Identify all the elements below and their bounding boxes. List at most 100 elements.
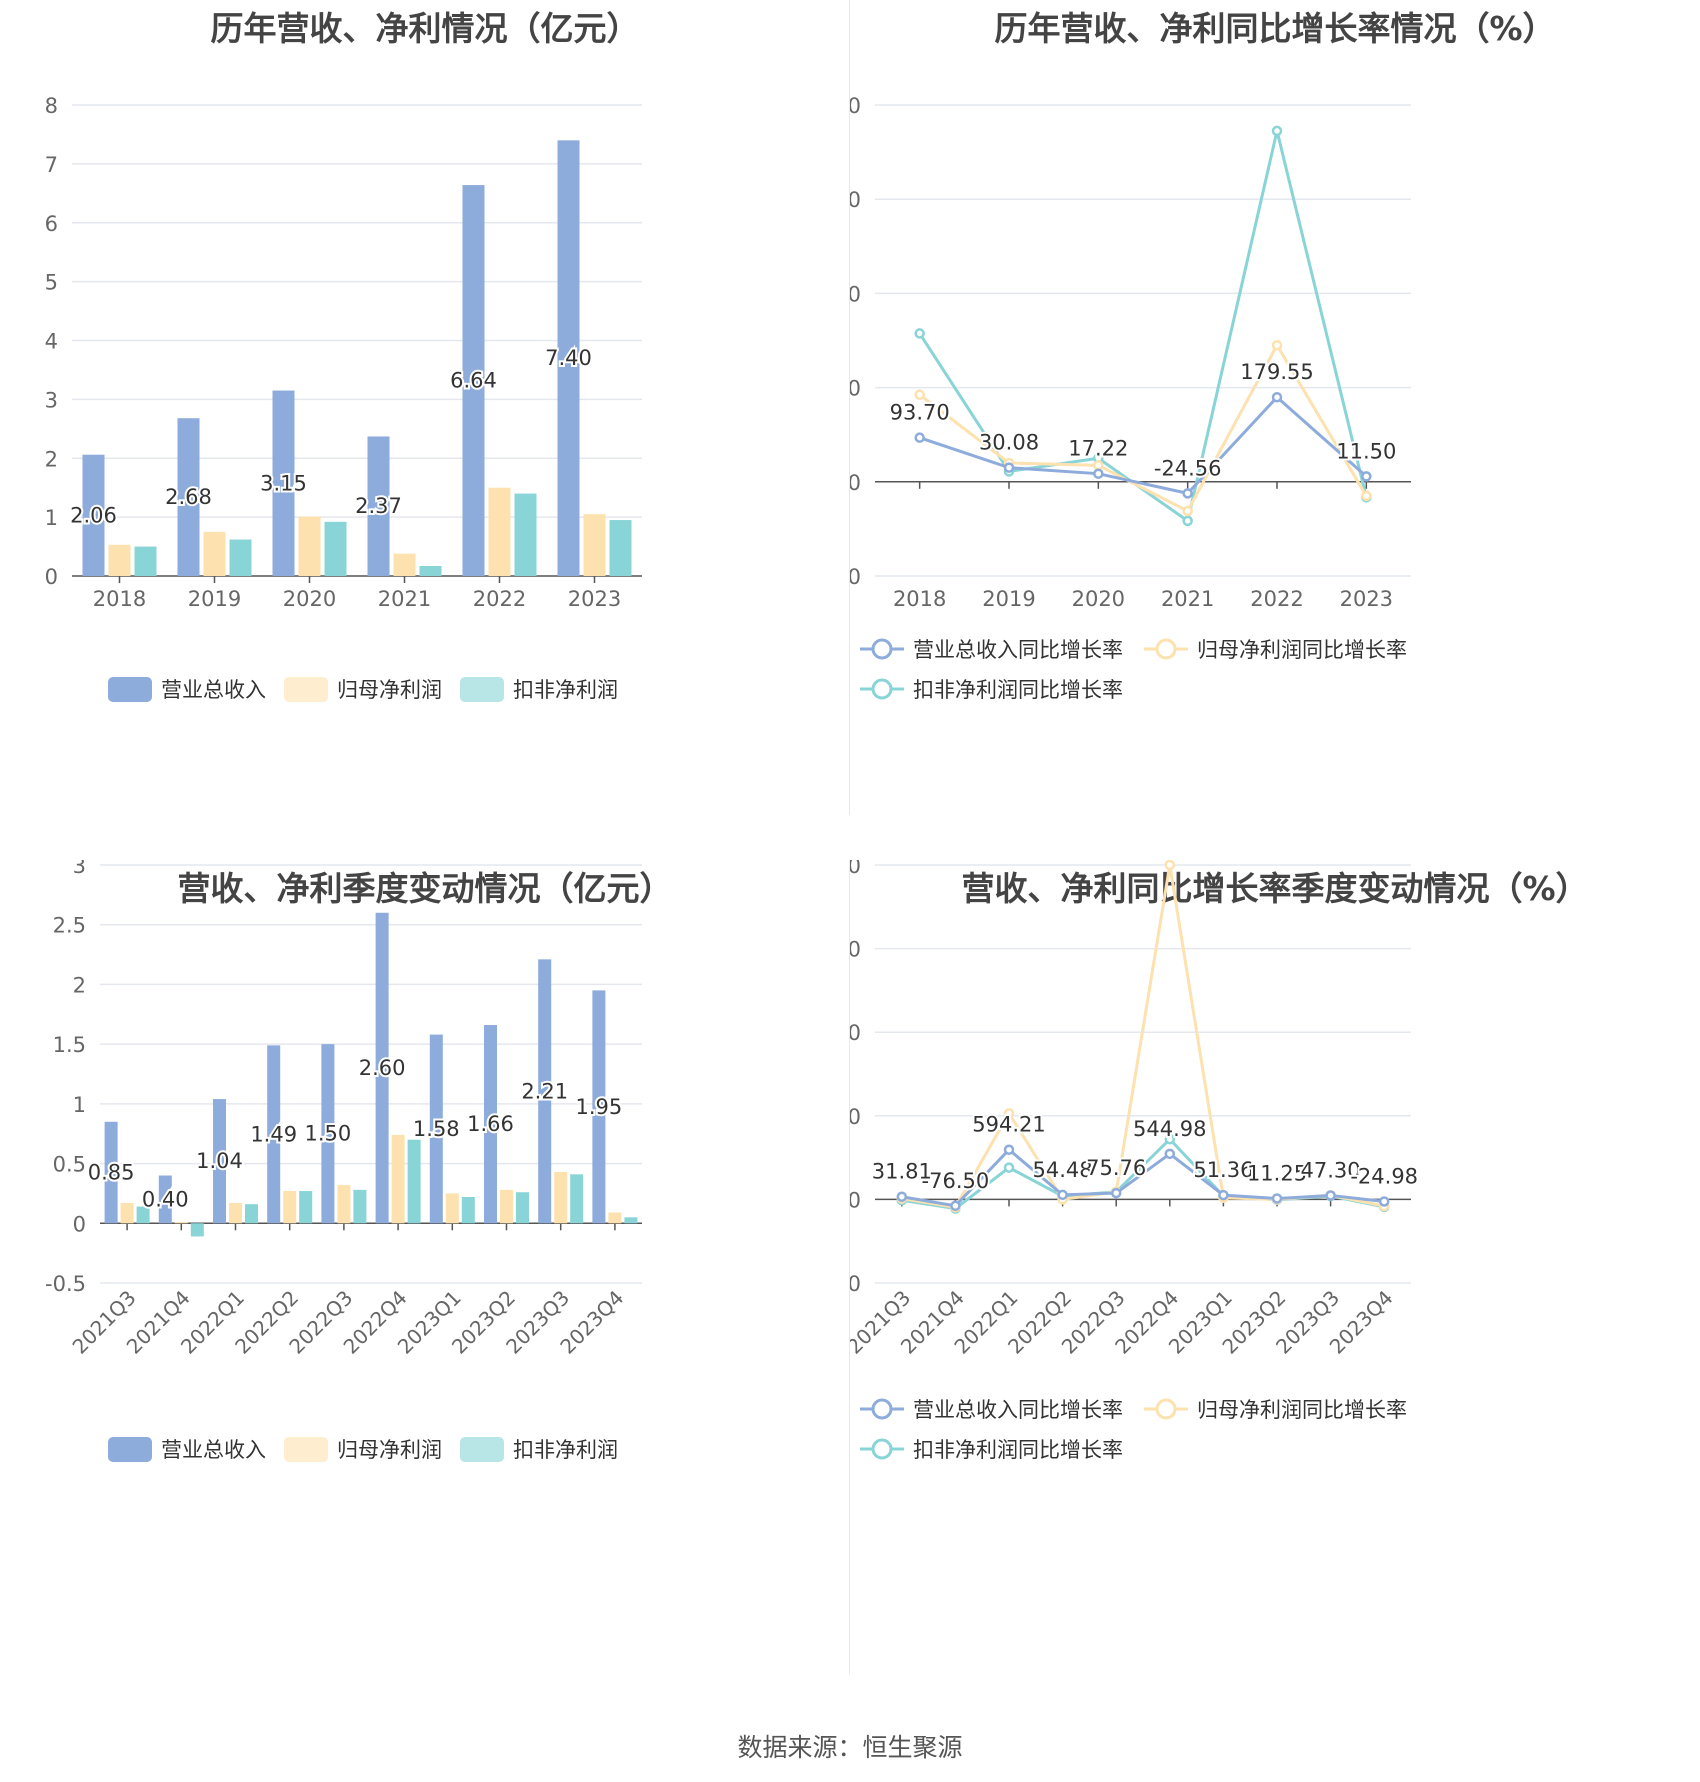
data-point	[1057, 1189, 1068, 1201]
legend-label: 扣非净利润同比增长率	[913, 1438, 1123, 1462]
data-point	[1003, 1108, 1015, 1119]
data-label: 3.15	[260, 471, 307, 495]
data-point	[1361, 471, 1372, 482]
legend-swatch	[460, 677, 504, 702]
legend-swatch	[108, 1437, 152, 1462]
annual-amount-chart-panel: 历年营收、净利情况（亿元） 0 1 2 3 4 5 6 7 8 2018 2019 2020 2021 2…	[0, 0, 850, 815]
legend-label: 扣非净利润	[513, 678, 618, 702]
data-label: 0.40	[142, 1187, 189, 1211]
data-label: 2.21	[521, 1079, 568, 1103]
data-label: 544.98	[1133, 1117, 1206, 1141]
y-tick-label: 800	[850, 94, 861, 118]
data-label: 17.22	[1068, 437, 1128, 461]
data-point	[1325, 1190, 1336, 1201]
x-tick-label: 2018	[893, 587, 946, 611]
legend-label: 归母净利润	[337, 678, 442, 702]
legend-marker	[1155, 1398, 1177, 1420]
y-tick-label: 400	[850, 282, 861, 306]
bar	[136, 1206, 150, 1224]
y-tick-label: -200	[850, 565, 861, 589]
data-point	[950, 1200, 961, 1212]
data-point	[1271, 1193, 1283, 1204]
bar	[429, 1034, 443, 1224]
bar	[484, 1025, 497, 1224]
quarter-amount-chart: -0.500.511.522.532021Q32021Q42022Q12022Q…	[45, 860, 642, 1462]
bar	[353, 1189, 367, 1224]
legend-label: 扣非净利润同比增长率	[913, 678, 1123, 702]
data-label: 2.68	[165, 485, 212, 509]
series-line	[918, 130, 1368, 524]
data-point	[1003, 1144, 1015, 1155]
bar	[583, 514, 606, 576]
bar	[608, 1212, 622, 1224]
y-tick-label: 1.5	[53, 1033, 86, 1057]
legend-marker	[871, 638, 893, 660]
y-tick-label: 4	[45, 330, 58, 354]
data-label: 2.06	[70, 503, 117, 527]
bar	[82, 454, 105, 576]
bar	[391, 1134, 405, 1224]
y-tick-label: 0	[850, 471, 861, 495]
bar	[557, 140, 580, 576]
data-point	[914, 389, 925, 400]
data-point	[1271, 125, 1283, 137]
data-label: -24.98	[1350, 1164, 1418, 1188]
legend-label: 归母净利润同比增长率	[1197, 638, 1407, 662]
data-label: 1.50	[305, 1122, 352, 1146]
y-tick-label: 1	[45, 506, 58, 530]
data-point	[1271, 391, 1283, 403]
data-label: 47.30	[1301, 1158, 1361, 1182]
data-point	[896, 1191, 908, 1202]
bar	[592, 990, 606, 1224]
data-point	[1164, 860, 1176, 871]
legend-swatch	[108, 677, 152, 702]
bar	[516, 1192, 529, 1224]
data-label: 93.70	[890, 401, 950, 425]
data-label: 54.48	[1033, 1158, 1093, 1182]
y-tick-label: 2.5	[53, 914, 86, 938]
bar	[158, 1175, 172, 1224]
bar	[407, 1139, 421, 1224]
annual-amount-chart: 0 1 2 3 4 5 6 7 8 2018 2019 2020 2021 2022 2023 2.06 2.6…	[45, 94, 642, 702]
data-point	[914, 328, 925, 339]
bar	[120, 1202, 134, 1224]
data-point	[914, 432, 925, 443]
x-tick-label: 2019	[982, 587, 1035, 611]
data-label: 51.36	[1193, 1158, 1253, 1182]
annual-growth-chart: -200 0 200 400 600 800 2018 2019 2020 2021 2022 202…	[850, 94, 1411, 702]
legend-label: 营业总收入同比增长率	[913, 638, 1123, 662]
data-point	[1093, 468, 1104, 479]
data-point	[1361, 490, 1372, 502]
x-tick-label: 2018	[93, 587, 146, 611]
bar	[462, 185, 485, 576]
legend-swatch	[284, 1437, 328, 1462]
bar	[108, 544, 131, 576]
x-tick-label: 2020	[1072, 587, 1125, 611]
y-tick-label: 1,000	[850, 1105, 861, 1129]
chart-title: 营收、净利同比增长率季度变动情况（%）	[961, 869, 1589, 908]
y-tick-label: 1	[73, 1093, 86, 1117]
bar	[213, 1099, 226, 1224]
data-label: 2.37	[355, 494, 402, 518]
y-tick-label: 8	[45, 94, 58, 118]
x-tick-label: 2023	[1340, 587, 1393, 611]
bar	[174, 1222, 188, 1224]
x-tick-label: 2019	[188, 587, 241, 611]
data-point	[1378, 1196, 1390, 1207]
data-point	[1164, 1148, 1176, 1160]
bar	[267, 1045, 281, 1224]
y-tick-label: 3	[45, 388, 58, 412]
bar	[554, 1171, 568, 1224]
data-label: 31.81	[872, 1160, 932, 1184]
data-label: 179.55	[1240, 360, 1313, 384]
data-point	[1093, 460, 1104, 471]
bar	[445, 1193, 459, 1224]
data-point	[1164, 1133, 1176, 1145]
quarter-amount-chart-panel: 营收、净利季度变动情况（亿元） -0.5 0 0.5 1 1.5 2 2.5 3 2021Q3 2…	[0, 860, 850, 1720]
bar	[104, 1121, 118, 1224]
legend-marker	[871, 1438, 893, 1460]
data-label: 75.76	[1086, 1156, 1146, 1180]
x-tick-label: 2022	[473, 587, 526, 611]
data-label: 1.66	[467, 1112, 514, 1136]
y-tick-label: 6	[45, 212, 58, 236]
